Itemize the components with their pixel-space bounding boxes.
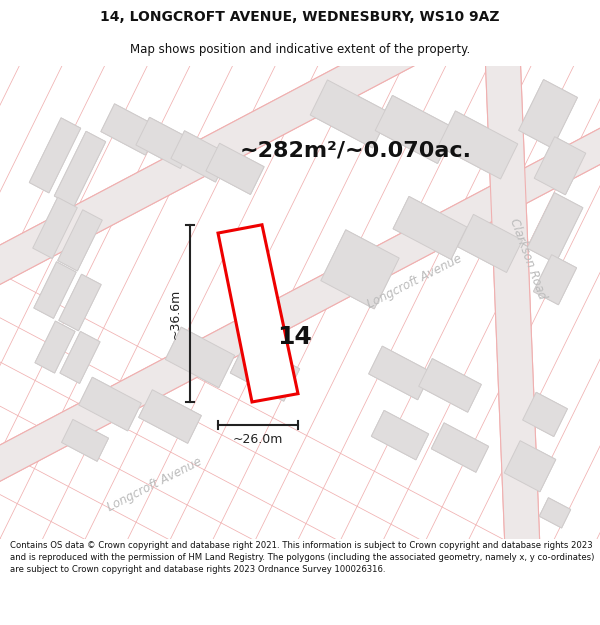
Polygon shape: [518, 79, 577, 148]
Polygon shape: [419, 359, 481, 412]
Text: 14, LONGCROFT AVENUE, WEDNESBURY, WS10 9AZ: 14, LONGCROFT AVENUE, WEDNESBURY, WS10 9…: [100, 9, 500, 24]
Text: ~26.0m: ~26.0m: [233, 433, 283, 446]
Polygon shape: [438, 111, 518, 179]
Polygon shape: [504, 441, 556, 492]
Polygon shape: [518, 79, 577, 148]
Polygon shape: [485, 52, 540, 549]
Polygon shape: [59, 274, 101, 331]
Polygon shape: [504, 441, 556, 492]
Text: Longcroft Avenue: Longcroft Avenue: [106, 456, 205, 514]
Polygon shape: [527, 192, 583, 263]
Polygon shape: [321, 230, 399, 309]
Polygon shape: [368, 346, 431, 400]
Polygon shape: [55, 131, 106, 206]
Polygon shape: [419, 359, 481, 412]
Polygon shape: [310, 80, 390, 148]
Text: Contains OS data © Crown copyright and database right 2021. This information is : Contains OS data © Crown copyright and d…: [10, 541, 595, 574]
Polygon shape: [139, 390, 202, 443]
Polygon shape: [533, 254, 577, 305]
Polygon shape: [101, 104, 159, 155]
Polygon shape: [218, 225, 298, 402]
Polygon shape: [79, 378, 142, 431]
Polygon shape: [534, 137, 586, 195]
Polygon shape: [0, 0, 600, 311]
Text: Longcroft Avenue: Longcroft Avenue: [365, 253, 464, 311]
Polygon shape: [393, 196, 467, 259]
Polygon shape: [431, 423, 488, 472]
Polygon shape: [533, 254, 577, 305]
Polygon shape: [101, 104, 159, 155]
Polygon shape: [55, 131, 106, 206]
Text: 14: 14: [278, 325, 313, 349]
Polygon shape: [371, 411, 428, 460]
Polygon shape: [368, 346, 431, 400]
Polygon shape: [0, 0, 600, 311]
Polygon shape: [29, 118, 80, 193]
Polygon shape: [375, 96, 455, 164]
Polygon shape: [539, 498, 571, 528]
Polygon shape: [438, 111, 518, 179]
Polygon shape: [62, 419, 109, 461]
Polygon shape: [35, 321, 75, 373]
Polygon shape: [0, 96, 600, 508]
Polygon shape: [34, 262, 76, 318]
Polygon shape: [166, 327, 235, 388]
Polygon shape: [33, 198, 77, 259]
Polygon shape: [527, 192, 583, 263]
Polygon shape: [485, 52, 540, 549]
Polygon shape: [206, 143, 264, 194]
Polygon shape: [458, 214, 523, 272]
Text: ~36.6m: ~36.6m: [169, 288, 182, 339]
Polygon shape: [523, 392, 568, 436]
Polygon shape: [33, 198, 77, 259]
Polygon shape: [371, 411, 428, 460]
Polygon shape: [171, 131, 229, 182]
Polygon shape: [310, 80, 390, 148]
Text: Clarkson Road: Clarkson Road: [508, 217, 548, 301]
Polygon shape: [79, 378, 142, 431]
Polygon shape: [139, 390, 202, 443]
Polygon shape: [534, 137, 586, 195]
Polygon shape: [375, 96, 455, 164]
Polygon shape: [206, 143, 264, 194]
Polygon shape: [34, 262, 76, 318]
Polygon shape: [62, 419, 109, 461]
Polygon shape: [230, 341, 299, 401]
Polygon shape: [29, 118, 80, 193]
Polygon shape: [166, 327, 235, 388]
Polygon shape: [230, 341, 299, 401]
Polygon shape: [539, 498, 571, 528]
Polygon shape: [60, 331, 100, 383]
Polygon shape: [58, 210, 102, 271]
Polygon shape: [431, 423, 488, 472]
Polygon shape: [0, 96, 600, 508]
Polygon shape: [171, 131, 229, 182]
Polygon shape: [136, 118, 194, 169]
Polygon shape: [136, 118, 194, 169]
Polygon shape: [393, 196, 467, 259]
Polygon shape: [458, 214, 523, 272]
Polygon shape: [35, 321, 75, 373]
Text: ~282m²/~0.070ac.: ~282m²/~0.070ac.: [240, 140, 472, 160]
Polygon shape: [60, 331, 100, 383]
Polygon shape: [523, 392, 568, 436]
Polygon shape: [58, 210, 102, 271]
Polygon shape: [59, 274, 101, 331]
Polygon shape: [321, 230, 399, 309]
Text: Map shows position and indicative extent of the property.: Map shows position and indicative extent…: [130, 43, 470, 56]
